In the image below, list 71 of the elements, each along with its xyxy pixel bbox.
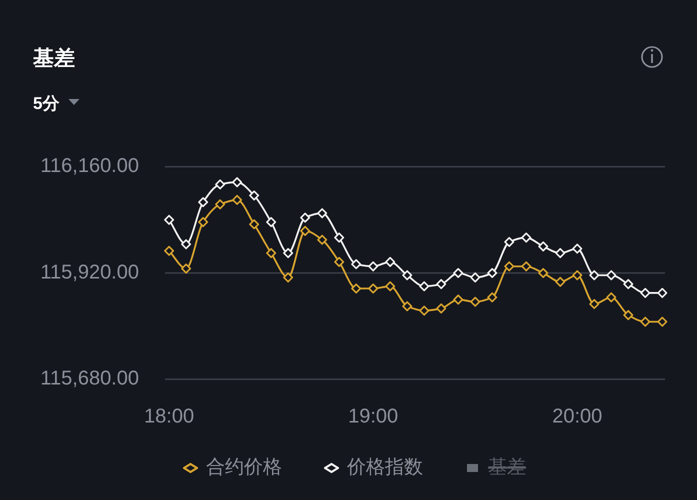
y-tick-label: 115,920.00 bbox=[40, 261, 139, 284]
point bbox=[334, 256, 344, 267]
point bbox=[266, 217, 276, 228]
point bbox=[521, 261, 532, 272]
point bbox=[623, 310, 634, 320]
point bbox=[504, 236, 514, 247]
point bbox=[215, 179, 226, 190]
point bbox=[623, 279, 634, 290]
point bbox=[657, 288, 668, 298]
chart-subtitle: 5分 bbox=[33, 94, 60, 113]
y-tick-label: 115,680.00 bbox=[40, 368, 139, 390]
point bbox=[521, 232, 532, 243]
point bbox=[164, 246, 174, 256]
point bbox=[487, 292, 498, 302]
legend-label: 基差 bbox=[488, 457, 526, 478]
point bbox=[317, 234, 328, 245]
point bbox=[606, 270, 616, 280]
point bbox=[249, 219, 260, 230]
point bbox=[385, 281, 396, 292]
x-tick-label: 20:00 bbox=[552, 406, 602, 428]
point bbox=[572, 244, 582, 254]
point bbox=[283, 248, 294, 258]
point bbox=[419, 281, 430, 292]
point bbox=[555, 276, 566, 287]
point bbox=[657, 316, 668, 327]
point bbox=[266, 248, 276, 258]
point bbox=[181, 239, 192, 250]
point bbox=[640, 316, 650, 327]
point bbox=[555, 248, 566, 258]
point bbox=[402, 270, 412, 280]
point bbox=[572, 270, 582, 280]
x-tick-label: 19:00 bbox=[348, 406, 398, 428]
point bbox=[249, 190, 260, 200]
legend-label: 合约价格 bbox=[206, 457, 282, 478]
point bbox=[453, 294, 464, 305]
point bbox=[538, 241, 548, 252]
point bbox=[470, 272, 480, 282]
legend-label: 价格指数 bbox=[346, 457, 423, 478]
point bbox=[402, 301, 412, 312]
point bbox=[419, 306, 430, 316]
point bbox=[300, 212, 310, 223]
point bbox=[368, 284, 378, 294]
point bbox=[300, 226, 310, 236]
point bbox=[368, 261, 378, 272]
point bbox=[215, 199, 226, 210]
point bbox=[470, 296, 480, 307]
point bbox=[640, 288, 650, 298]
point bbox=[351, 284, 362, 294]
point bbox=[589, 299, 600, 310]
point bbox=[351, 259, 362, 270]
point bbox=[487, 268, 498, 278]
x-tick-label: 18:00 bbox=[144, 406, 194, 428]
point bbox=[589, 270, 600, 280]
point bbox=[232, 177, 242, 188]
point bbox=[436, 303, 446, 314]
point bbox=[198, 197, 208, 208]
point bbox=[283, 272, 294, 282]
chart-title: 基差 bbox=[32, 47, 75, 70]
point bbox=[436, 279, 446, 290]
y-tick-label: 116,160.00 bbox=[40, 154, 139, 177]
point bbox=[317, 208, 328, 218]
point bbox=[538, 268, 548, 278]
point bbox=[164, 214, 174, 225]
point bbox=[232, 194, 242, 205]
point bbox=[453, 268, 464, 278]
point bbox=[181, 264, 192, 274]
point bbox=[334, 232, 344, 243]
point bbox=[198, 217, 208, 228]
point bbox=[504, 261, 514, 272]
point bbox=[385, 256, 396, 267]
point bbox=[606, 292, 616, 302]
